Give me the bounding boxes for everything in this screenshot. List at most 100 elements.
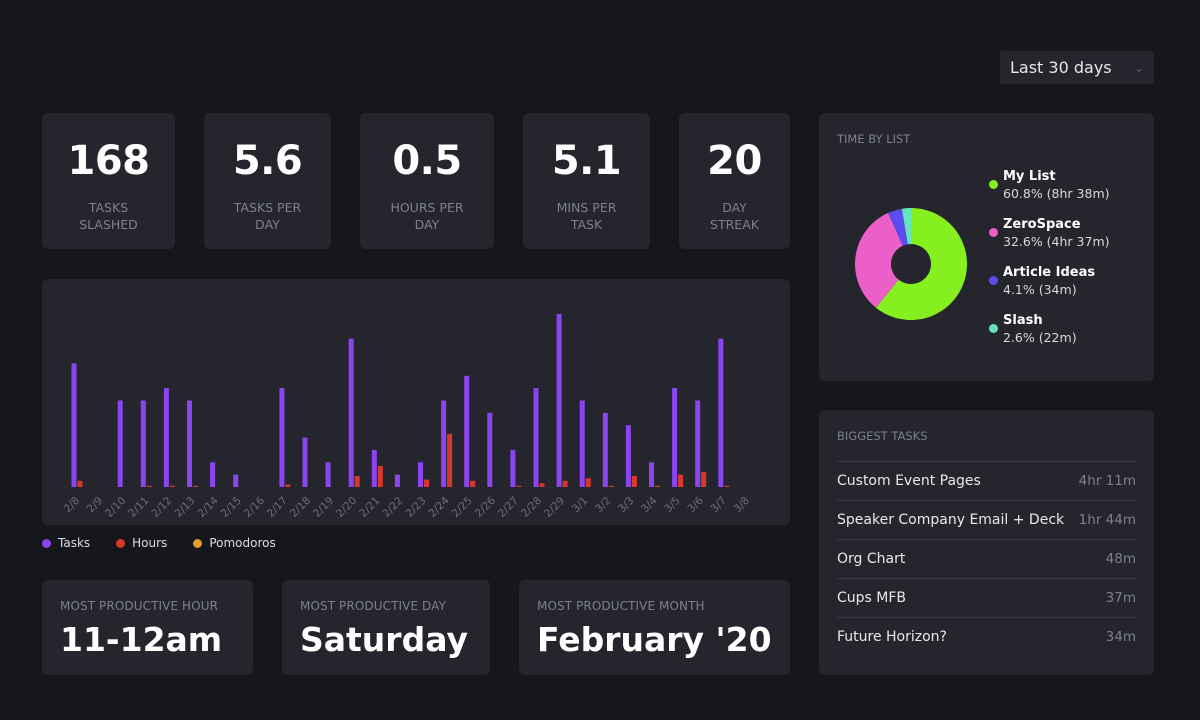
bar-tasks — [302, 437, 308, 487]
legend-dot — [989, 180, 998, 189]
list-detail: 32.6% (4hr 37m) — [1003, 234, 1110, 249]
x-tick-label: 2/16 — [242, 494, 267, 519]
x-tick-label: 3/1 — [570, 495, 590, 515]
legend-dot-hours — [116, 538, 126, 548]
bar-hours — [701, 472, 707, 487]
x-tick-label: 2/24 — [427, 494, 452, 519]
bar-tasks — [418, 462, 423, 487]
bar-tasks — [556, 314, 562, 487]
x-tick-label: 3/8 — [732, 495, 752, 515]
stat-card-tasks-per-day: 5.6 TASKS PER DAY — [204, 113, 331, 249]
time-by-list-legend: My List 60.8% (8hr 38m) ZeroSpace 32.6% … — [989, 169, 1110, 361]
bar-hours — [631, 475, 637, 487]
bar-tasks — [695, 400, 701, 487]
stat-label: TASKS PER DAY — [233, 200, 302, 232]
task-row[interactable]: Custom Event Pages 4hr 11m — [837, 461, 1136, 500]
legend-dot — [989, 276, 998, 285]
card-value: Saturday — [300, 620, 468, 659]
card-value: 11-12am — [60, 620, 223, 659]
task-time: 37m — [1105, 590, 1136, 606]
task-row[interactable]: Org Chart 48m — [837, 539, 1136, 578]
list-item-article-ideas: Article Ideas 4.1% (34m) — [989, 265, 1110, 313]
x-tick-label: 2/27 — [496, 495, 521, 520]
card-title: MOST PRODUCTIVE HOUR — [60, 599, 219, 613]
section-title: BIGGEST TASKS — [837, 429, 928, 443]
task-time: 34m — [1105, 629, 1136, 645]
bar-tasks — [394, 474, 400, 487]
stat-card-hours-per-day: 0.5 HOURS PER DAY — [360, 113, 494, 249]
task-row[interactable]: Speaker Company Email + Deck 1hr 44m — [837, 500, 1136, 539]
x-tick-label: 2/17 — [265, 495, 290, 520]
bar-hours — [169, 485, 175, 487]
legend-item-hours[interactable]: Hours — [116, 536, 167, 550]
x-tick-label: 2/14 — [196, 494, 221, 519]
x-tick-label: 2/13 — [172, 495, 197, 520]
bar-tasks — [163, 388, 169, 487]
task-time: 48m — [1105, 551, 1136, 567]
stat-value: 5.1 — [551, 138, 622, 184]
legend-label: Pomodoros — [209, 536, 276, 550]
bar-tasks — [487, 412, 493, 487]
biggest-tasks-list: Custom Event Pages 4hr 11m Speaker Compa… — [837, 461, 1136, 656]
list-detail: 4.1% (34m) — [1003, 282, 1077, 297]
legend-dot-pomodoros — [193, 538, 203, 548]
time-by-list-card: TIME BY LIST My List 60.8% (8hr 38m) Zer… — [819, 113, 1154, 381]
chevron-down-icon: ⌄ — [1133, 60, 1144, 75]
stat-value: 20 — [707, 138, 762, 184]
list-detail: 2.6% (22m) — [1003, 330, 1077, 345]
bar-tasks — [533, 388, 539, 487]
bar-tasks — [187, 400, 192, 487]
stat-value: 5.6 — [232, 138, 303, 184]
x-tick-label: 2/19 — [311, 495, 336, 520]
x-tick-label: 2/23 — [403, 495, 428, 520]
stat-label: DAY STREAK — [710, 200, 759, 232]
stat-label: HOURS PER DAY — [390, 200, 464, 232]
date-range-label: Last 30 days — [1010, 58, 1112, 77]
list-name: Slash — [1003, 313, 1043, 328]
bar-tasks — [602, 412, 608, 487]
bar-hours — [608, 485, 614, 487]
legend-label: Hours — [132, 536, 168, 550]
x-tick-label: 2/20 — [334, 495, 359, 520]
bar-tasks — [325, 462, 331, 487]
x-tick-label: 2/12 — [149, 495, 174, 520]
x-tick-label: 2/15 — [219, 495, 244, 520]
stat-value: 0.5 — [392, 138, 462, 184]
donut-slice — [901, 208, 911, 245]
bar-hours — [77, 480, 83, 487]
x-tick-label: 3/7 — [708, 495, 728, 515]
section-title: TIME BY LIST — [837, 132, 911, 146]
list-item-my-list: My List 60.8% (8hr 38m) — [989, 169, 1110, 217]
task-name: Future Horizon? — [837, 629, 947, 645]
list-item-zerospace: ZeroSpace 32.6% (4hr 37m) — [989, 217, 1110, 265]
task-row[interactable]: Future Horizon? 34m — [837, 617, 1136, 656]
x-tick-label: 2/22 — [380, 495, 405, 520]
bar-hours — [285, 484, 291, 487]
task-name: Custom Event Pages — [837, 473, 981, 489]
task-name: Cups MFB — [837, 590, 907, 606]
card-title: MOST PRODUCTIVE MONTH — [537, 599, 705, 613]
bar-tasks — [672, 388, 678, 487]
bar-hours — [354, 475, 360, 487]
task-name: Org Chart — [837, 551, 906, 567]
x-tick-label: 3/2 — [593, 495, 613, 515]
x-tick-label: 3/3 — [616, 495, 636, 515]
legend-dot-tasks — [42, 538, 51, 548]
legend-item-tasks[interactable]: Tasks — [42, 536, 90, 550]
bar-hours — [193, 485, 198, 487]
x-tick-label: 2/26 — [473, 494, 498, 519]
most-productive-hour-card: MOST PRODUCTIVE HOUR 11-12am — [42, 580, 253, 675]
bar-tasks — [371, 449, 377, 487]
list-detail: 60.8% (8hr 38m) — [1003, 186, 1110, 201]
x-tick-label: 2/28 — [519, 495, 544, 520]
card-title: MOST PRODUCTIVE DAY — [300, 599, 446, 613]
legend-item-pomodoros[interactable]: Pomodoros — [193, 536, 276, 550]
x-tick-label: 2/21 — [357, 495, 382, 520]
task-time: 1hr 44m — [1078, 512, 1136, 528]
task-row[interactable]: Cups MFB 37m — [837, 578, 1136, 617]
bar-hours — [678, 474, 684, 487]
x-tick-label: 2/29 — [542, 495, 567, 520]
bar-tasks — [649, 462, 654, 487]
card-value: February '20 — [537, 620, 772, 659]
date-range-select[interactable]: Last 30 days ⌄ — [1000, 51, 1154, 84]
